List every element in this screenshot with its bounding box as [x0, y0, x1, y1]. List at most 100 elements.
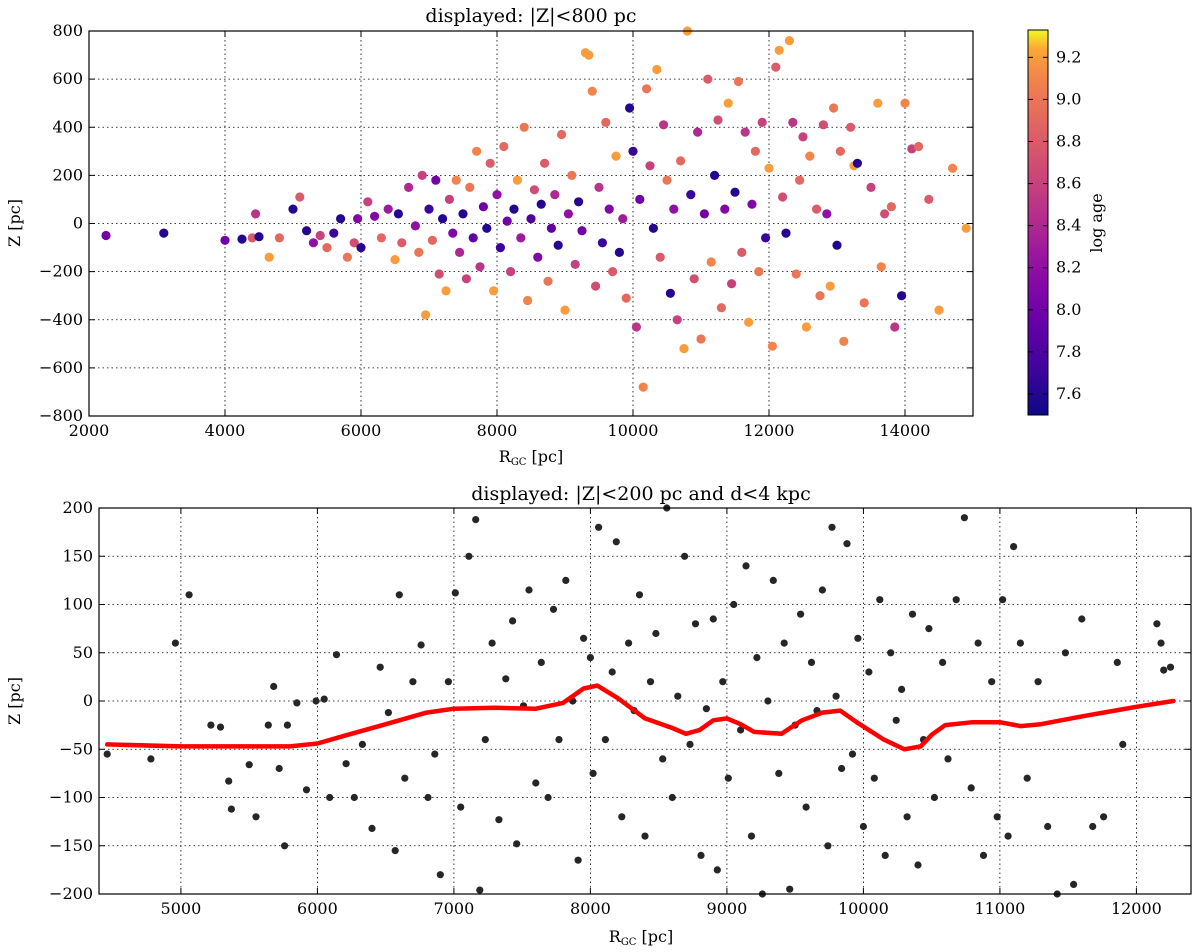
top-data-point — [635, 194, 645, 204]
top-x-axis-label: RGC [pc] — [499, 447, 563, 468]
top-x-tick-label: 4000 — [205, 421, 246, 440]
top-data-point — [689, 274, 699, 284]
top-data-point — [771, 62, 781, 72]
top-data-point — [427, 235, 437, 245]
bottom-x-tick-label: 9000 — [707, 899, 748, 918]
bottom-data-point — [843, 540, 851, 548]
top-y-axis-ticks: −800 −600 −400 −200 0 200 400 600 800 — [39, 21, 973, 425]
bottom-x-tick-label: 8000 — [570, 899, 611, 918]
top-y-tick-label: −800 — [39, 406, 83, 425]
bottom-data-point — [586, 654, 595, 662]
top-data-point — [652, 64, 662, 75]
bottom-x-tick-label: 5000 — [161, 899, 202, 918]
bottom-x-tick-label: 12000 — [1111, 899, 1162, 918]
bottom-data-point — [881, 851, 889, 860]
top-data-point — [648, 223, 659, 233]
bottom-data-point — [207, 721, 215, 729]
bottom-data-point — [1089, 822, 1097, 831]
top-data-point — [553, 240, 563, 250]
bottom-data-point — [1160, 666, 1168, 674]
top-data-point — [835, 146, 846, 156]
top-data-point — [529, 185, 540, 195]
bottom-data-point — [589, 769, 597, 778]
bottom-data-point — [171, 639, 179, 647]
top-data-point — [839, 336, 849, 346]
top-data-point — [417, 170, 427, 180]
bottom-data-point — [368, 824, 376, 833]
top-data-point — [676, 156, 686, 166]
bottom-data-point — [832, 692, 840, 700]
top-data-point — [625, 103, 635, 113]
bottom-data-point — [1153, 620, 1161, 628]
bottom-data-point — [681, 552, 689, 560]
colorbar-tick-label: 8.4 — [1056, 216, 1081, 235]
top-data-point — [451, 175, 461, 185]
top-data-point — [815, 291, 825, 301]
bottom-data-point — [312, 697, 320, 705]
bottom-data-point — [342, 760, 350, 768]
top-data-point — [812, 204, 822, 214]
bottom-data-point — [903, 813, 911, 821]
top-data-point — [798, 132, 808, 142]
top-data-point — [642, 84, 652, 94]
colorbar-tick-label: 8.6 — [1056, 174, 1081, 193]
top-x-tick-label: 6000 — [341, 421, 382, 440]
bottom-trend — [104, 683, 1176, 752]
top-x-tick-label: 12000 — [744, 421, 795, 440]
bottom-data-point — [747, 832, 756, 840]
bottom-data-point — [1157, 639, 1165, 647]
top-data-point — [628, 146, 638, 156]
bottom-scatter-plot: displayed: |Z|<200 pc and d<4 kpc 5000 60… — [5, 483, 1192, 948]
bottom-data-point — [270, 682, 278, 691]
top-data-point — [774, 45, 784, 55]
top-data-point — [502, 216, 512, 226]
bottom-data-point — [562, 576, 570, 585]
bottom-data-point — [960, 514, 969, 522]
bottom-data-point — [859, 822, 868, 831]
top-x-tick-label: 8000 — [477, 421, 518, 440]
bottom-y-tick-label: −150 — [49, 836, 93, 855]
bottom-data-point — [472, 516, 480, 524]
top-data-point — [302, 226, 312, 236]
top-gridlines — [88, 30, 973, 417]
top-y-tick-label: 600 — [52, 69, 83, 88]
bottom-data-point — [702, 705, 711, 713]
top-data-point — [434, 269, 444, 279]
bottom-data-point — [431, 750, 439, 758]
bottom-data-point — [532, 779, 540, 787]
top-data-point — [699, 209, 710, 219]
top-data-point — [747, 199, 757, 209]
bottom-x-axis-ticks: 5000 6000 7000 8000 9000 10000 11000 12000 — [161, 508, 1162, 918]
top-data-point — [478, 202, 488, 212]
bottom-data-point — [930, 793, 939, 802]
top-chart-title: displayed: |Z|<800 pc — [425, 5, 636, 27]
bottom-y-axis-label: Z [pc] — [5, 677, 24, 725]
top-data-point — [638, 382, 648, 392]
colorbar-tick-label: 9.0 — [1056, 89, 1081, 108]
bottom-data-point — [892, 716, 900, 724]
bottom-data-point — [502, 675, 510, 683]
top-data-point — [665, 288, 676, 298]
bottom-data-points — [103, 504, 1175, 898]
top-data-point — [791, 269, 801, 279]
bottom-data-point — [525, 586, 533, 594]
top-x-tick-label: 10000 — [608, 421, 659, 440]
top-data-point — [577, 226, 587, 236]
bottom-data-point — [967, 784, 975, 792]
top-data-point — [604, 204, 614, 214]
top-data-point — [733, 76, 744, 87]
top-data-point — [336, 214, 346, 224]
top-data-point — [795, 175, 805, 185]
top-data-point — [353, 214, 363, 224]
top-data-point — [750, 146, 761, 156]
bottom-data-point — [709, 615, 717, 623]
bottom-y-tick-label: 100 — [62, 595, 93, 614]
top-data-point — [390, 255, 400, 265]
top-data-point — [716, 303, 727, 313]
top-data-point — [873, 98, 883, 108]
bottom-data-point — [245, 761, 253, 769]
top-data-point — [723, 98, 733, 108]
top-data-point — [852, 158, 863, 168]
bottom-data-point — [417, 641, 425, 649]
bottom-data-point — [988, 678, 996, 686]
